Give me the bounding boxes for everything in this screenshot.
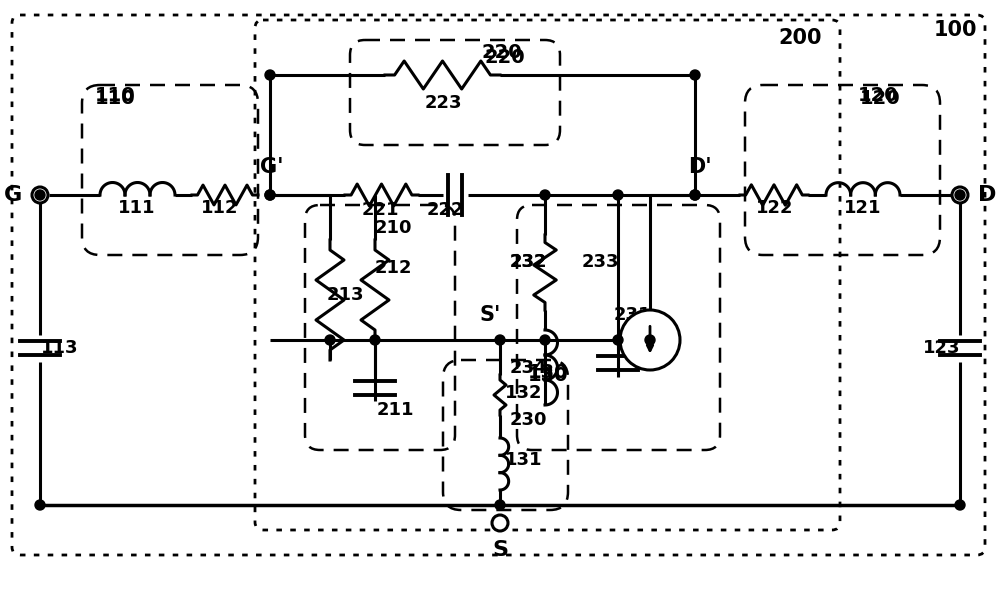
Text: 211: 211 bbox=[376, 401, 414, 419]
Text: G: G bbox=[4, 185, 22, 205]
Text: G': G' bbox=[260, 157, 284, 177]
Text: 220: 220 bbox=[485, 48, 525, 67]
Circle shape bbox=[495, 500, 505, 510]
Circle shape bbox=[265, 190, 275, 200]
Circle shape bbox=[613, 335, 623, 345]
Text: 110: 110 bbox=[95, 86, 135, 105]
Text: D': D' bbox=[688, 157, 712, 177]
Circle shape bbox=[370, 335, 380, 345]
Circle shape bbox=[690, 70, 700, 80]
Text: 120: 120 bbox=[860, 89, 900, 108]
Circle shape bbox=[955, 190, 965, 200]
Circle shape bbox=[620, 310, 680, 370]
Text: D: D bbox=[978, 185, 996, 205]
Text: 212: 212 bbox=[374, 259, 412, 277]
Circle shape bbox=[265, 190, 275, 200]
Text: 121: 121 bbox=[844, 199, 882, 217]
Circle shape bbox=[955, 500, 965, 510]
Text: 112: 112 bbox=[201, 199, 239, 217]
Text: 110: 110 bbox=[95, 89, 135, 108]
Text: 120: 120 bbox=[858, 86, 898, 105]
Text: 233: 233 bbox=[581, 253, 619, 271]
Text: S': S' bbox=[479, 305, 501, 325]
Text: 113: 113 bbox=[41, 339, 79, 357]
Circle shape bbox=[32, 187, 48, 203]
Circle shape bbox=[645, 335, 655, 345]
Circle shape bbox=[613, 190, 623, 200]
Text: 130: 130 bbox=[528, 362, 568, 381]
Circle shape bbox=[495, 335, 505, 345]
Circle shape bbox=[690, 190, 700, 200]
Text: 232: 232 bbox=[509, 253, 547, 271]
Text: 130: 130 bbox=[528, 365, 568, 384]
Text: 213: 213 bbox=[326, 286, 364, 304]
Text: 122: 122 bbox=[756, 199, 794, 217]
Text: 231: 231 bbox=[613, 306, 651, 324]
Text: 210: 210 bbox=[374, 219, 412, 237]
Text: 200: 200 bbox=[778, 28, 822, 48]
Text: 132: 132 bbox=[505, 384, 543, 402]
Text: 222: 222 bbox=[426, 201, 464, 219]
Text: 100: 100 bbox=[933, 20, 977, 40]
Circle shape bbox=[35, 190, 45, 200]
Text: 230: 230 bbox=[509, 411, 547, 429]
Text: 223: 223 bbox=[424, 94, 462, 112]
Circle shape bbox=[492, 515, 508, 531]
Circle shape bbox=[540, 335, 550, 345]
Text: 220: 220 bbox=[482, 42, 522, 61]
Text: 234: 234 bbox=[509, 359, 547, 377]
Text: 221: 221 bbox=[361, 201, 399, 219]
Circle shape bbox=[35, 500, 45, 510]
Circle shape bbox=[952, 187, 968, 203]
Text: S: S bbox=[492, 540, 508, 560]
Circle shape bbox=[265, 70, 275, 80]
Circle shape bbox=[540, 190, 550, 200]
Text: 131: 131 bbox=[505, 451, 543, 469]
Text: 123: 123 bbox=[923, 339, 961, 357]
Text: 111: 111 bbox=[118, 199, 156, 217]
Circle shape bbox=[690, 190, 700, 200]
Text: 232: 232 bbox=[509, 253, 547, 271]
Circle shape bbox=[325, 335, 335, 345]
